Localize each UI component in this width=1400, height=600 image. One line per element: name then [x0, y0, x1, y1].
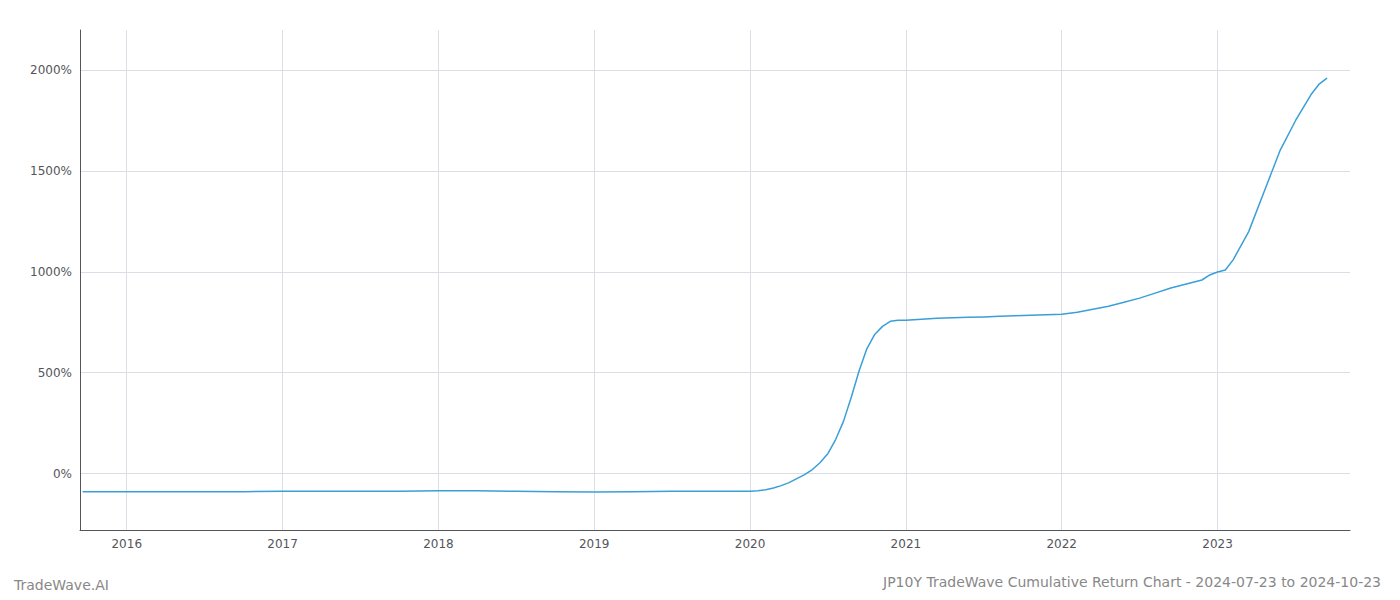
svg-text:500%: 500% — [38, 366, 72, 380]
svg-text:2020: 2020 — [735, 537, 766, 551]
svg-text:TradeWave.AI: TradeWave.AI — [13, 577, 109, 593]
svg-text:2000%: 2000% — [30, 63, 72, 77]
svg-text:1500%: 1500% — [30, 164, 72, 178]
svg-text:2022: 2022 — [1046, 537, 1077, 551]
svg-text:1000%: 1000% — [30, 265, 72, 279]
svg-text:2023: 2023 — [1202, 537, 1233, 551]
svg-text:JP10Y TradeWave Cumulative Ret: JP10Y TradeWave Cumulative Return Chart … — [882, 574, 1381, 590]
svg-text:2018: 2018 — [423, 537, 454, 551]
svg-text:0%: 0% — [53, 467, 72, 481]
svg-text:2021: 2021 — [891, 537, 922, 551]
svg-text:2016: 2016 — [111, 537, 142, 551]
svg-text:2017: 2017 — [267, 537, 298, 551]
svg-text:2019: 2019 — [579, 537, 610, 551]
